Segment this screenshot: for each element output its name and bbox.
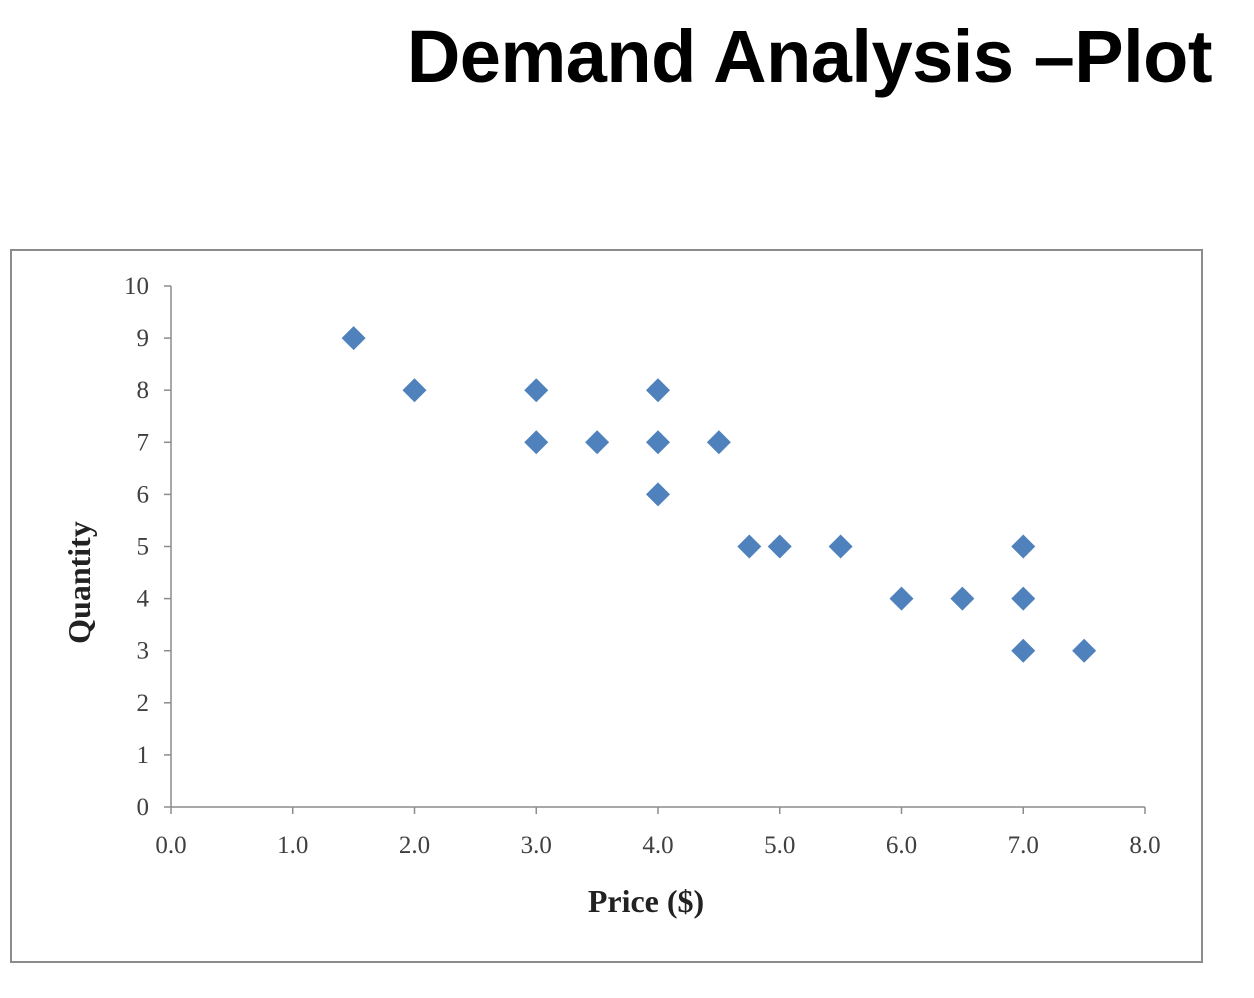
x-tick-label: 6.0 (886, 832, 917, 859)
data-point (737, 534, 762, 559)
chart-frame: 0 1 2 3 4 5 6 7 8 9 10 0.0 1.0 2.0 3.0 4.0 5.0 6.0 7.0 8.0… (10, 249, 1203, 963)
x-tick-label: 3.0 (521, 832, 552, 859)
y-tick-label: 7 (137, 429, 150, 456)
y-tick-label: 2 (137, 690, 150, 717)
data-point (341, 326, 366, 351)
slide-title: Demand Analysis –Plot (406, 15, 1213, 98)
y-tick-label: 9 (137, 325, 150, 352)
y-tick-label: 6 (137, 481, 150, 508)
data-point (585, 430, 610, 455)
y-tick-label: 1 (137, 742, 150, 769)
data-point (828, 534, 853, 559)
data-point (646, 482, 670, 507)
y-axis-ticks: 0 1 2 3 4 5 6 7 8 9 10 (124, 273, 171, 821)
x-tick-label: 4.0 (642, 832, 673, 859)
data-point (402, 378, 427, 403)
x-tick-label: 7.0 (1008, 832, 1039, 859)
x-tick-label: 5.0 (764, 832, 795, 859)
data-points (341, 326, 1097, 663)
y-tick-label: 5 (137, 534, 150, 561)
y-axis-title: Quantity (61, 521, 97, 644)
y-tick-label: 0 (137, 794, 150, 821)
y-tick-label: 10 (124, 273, 149, 300)
data-point (767, 534, 792, 559)
data-point (524, 430, 549, 455)
x-tick-label: 1.0 (277, 832, 308, 859)
x-tick-label: 0.0 (155, 832, 186, 859)
data-point (1011, 586, 1036, 611)
data-point (646, 378, 670, 403)
y-tick-label: 3 (137, 638, 150, 665)
x-tick-label: 2.0 (399, 832, 430, 859)
data-point (1072, 638, 1097, 663)
x-tick-label: 8.0 (1129, 832, 1160, 859)
x-axis-ticks: 0.0 1.0 2.0 3.0 4.0 5.0 6.0 7.0 8.0 (155, 807, 1161, 859)
data-point (706, 430, 731, 455)
data-point (889, 586, 914, 611)
data-point (1011, 638, 1036, 663)
data-point (950, 586, 975, 611)
y-tick-label: 4 (137, 586, 150, 613)
y-tick-label: 8 (137, 377, 150, 404)
scatter-chart: 0 1 2 3 4 5 6 7 8 9 10 0.0 1.0 2.0 3.0 4.0 5.0 6.0 7.0 8.0… (61, 273, 1161, 919)
data-point (524, 378, 549, 403)
x-axis-title: Price ($) (588, 883, 704, 919)
data-point (646, 430, 670, 455)
data-point (1011, 534, 1036, 559)
